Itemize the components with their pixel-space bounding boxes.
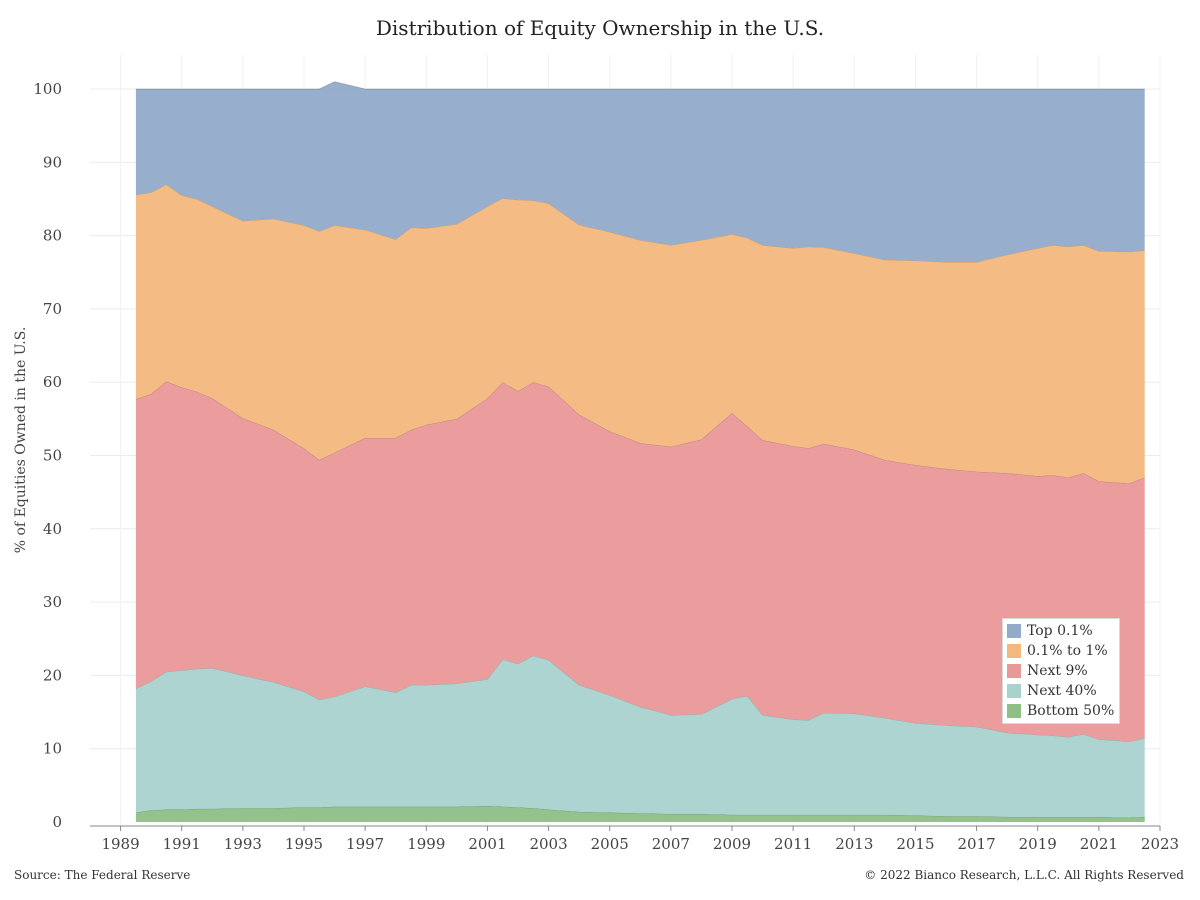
- legend-label: 0.1% to 1%: [1027, 643, 1108, 659]
- y-tick-label: 80: [43, 227, 62, 245]
- x-tick-label: 2001: [468, 835, 506, 853]
- area-0-1-to-1: [135, 184, 1145, 484]
- x-tick-label: 1999: [407, 835, 445, 853]
- source-note: Source: The Federal Reserve: [14, 868, 191, 882]
- y-tick-label: 10: [43, 740, 62, 758]
- x-tick-label: 2023: [1141, 835, 1179, 853]
- x-tick-label: 2007: [652, 835, 690, 853]
- y-tick-label: 30: [43, 593, 62, 611]
- y-tick-label: 0: [52, 813, 62, 831]
- x-tick-label: 2017: [957, 835, 995, 853]
- y-tick-label: 20: [43, 666, 62, 684]
- legend-item-next-9: Next 9%: [1007, 661, 1115, 681]
- legend-swatch: [1007, 644, 1021, 658]
- legend-item-0-1-to-1: 0.1% to 1%: [1007, 641, 1115, 661]
- legend-item-next-40: Next 40%: [1007, 681, 1115, 701]
- x-tick-label: 2011: [774, 835, 812, 853]
- legend-label: Next 40%: [1027, 683, 1097, 699]
- x-tick-label: 2003: [529, 835, 567, 853]
- axes: 0 10 20 30 40 50 60 70 80 90 100 1989 1991 1993 1995 19…: [33, 80, 1179, 853]
- legend-item-bottom-50: Bottom 50%: [1007, 701, 1115, 721]
- area-next-40: [135, 655, 1145, 818]
- legend-item-top-0-1: Top 0.1%: [1007, 621, 1115, 641]
- y-tick-label: 90: [43, 153, 62, 171]
- y-tick-label: 100: [33, 80, 62, 98]
- chart-legend: Top 0.1% 0.1% to 1% Next 9% Next 40% Bot…: [1002, 618, 1120, 724]
- x-tick-label: 1997: [346, 835, 384, 853]
- area-top-0-1: [135, 81, 1145, 262]
- legend-label: Top 0.1%: [1027, 623, 1093, 639]
- legend-label: Bottom 50%: [1027, 703, 1115, 719]
- x-tick-label: 2015: [896, 835, 934, 853]
- line-top-0-1: [135, 81, 1145, 90]
- area-next-9: [135, 381, 1145, 742]
- legend-label: Next 9%: [1027, 663, 1088, 679]
- x-tick-label: 2005: [591, 835, 629, 853]
- legend-swatch: [1007, 704, 1021, 718]
- x-tick-label: 1991: [163, 835, 201, 853]
- legend-swatch: [1007, 684, 1021, 698]
- x-tick-label: 2019: [1019, 835, 1057, 853]
- area-bottom-50: [135, 805, 1145, 822]
- x-tick-label: 1993: [224, 835, 262, 853]
- chart-title: Distribution of Equity Ownership in the …: [375, 16, 825, 40]
- y-tick-label: 60: [43, 373, 62, 391]
- x-tick-label: 2009: [713, 835, 751, 853]
- x-tick-label: 1989: [101, 835, 139, 853]
- area-series-group: [135, 81, 1145, 822]
- x-tick-label: 2021: [1080, 835, 1118, 853]
- legend-swatch: [1007, 624, 1021, 638]
- x-tick-label: 1995: [285, 835, 323, 853]
- y-tick-label: 40: [43, 520, 62, 538]
- y-axis-label: % of Equities Owned in the U.S.: [13, 327, 29, 554]
- legend-swatch: [1007, 664, 1021, 678]
- y-tick-label: 50: [43, 447, 62, 465]
- x-tick-label: 2013: [835, 835, 873, 853]
- copyright-note: © 2022 Bianco Research, L.L.C. All Right…: [864, 868, 1184, 882]
- y-tick-label: 70: [43, 300, 62, 318]
